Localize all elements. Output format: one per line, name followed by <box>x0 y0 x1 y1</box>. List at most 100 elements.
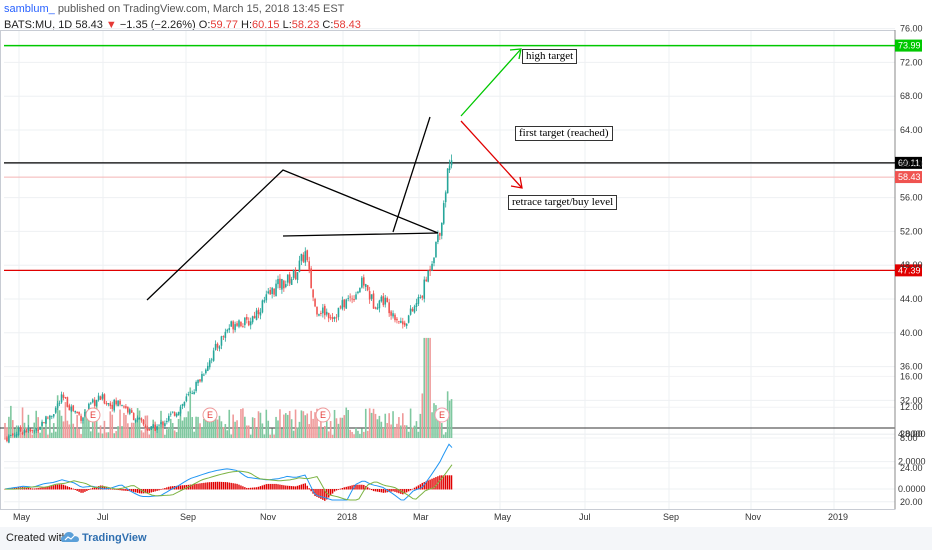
author-link[interactable]: samblum_ <box>4 3 55 15</box>
volume-bar <box>58 410 61 438</box>
annotation-high-target[interactable]: high target <box>522 49 578 64</box>
candle-body <box>195 382 197 391</box>
volume-bar <box>349 429 351 438</box>
macd-histogram-bar <box>220 481 223 490</box>
volume-bar <box>405 425 408 438</box>
earnings-marker-label: E <box>90 410 96 420</box>
macd-histogram-bar <box>170 486 172 490</box>
macd-histogram-bar <box>45 486 47 490</box>
publish-info: published on TradingView.com, March 15, … <box>57 3 345 15</box>
volume-bar <box>8 416 10 438</box>
macd-histogram-bar <box>94 487 96 490</box>
annotation-retrace-target[interactable]: retrace target/buy level <box>508 195 618 210</box>
volume-bar <box>232 414 234 438</box>
volume-bar <box>437 415 439 438</box>
candle-body <box>148 429 151 431</box>
volume-bar <box>370 412 373 438</box>
low-value: 58.23 <box>291 19 320 31</box>
volume-bar <box>197 416 199 438</box>
macd-histogram-bar <box>205 482 207 490</box>
macd-histogram-bar <box>201 483 203 490</box>
macd-histogram-bar <box>257 486 260 490</box>
candle-body <box>205 369 207 374</box>
volume-bar <box>444 432 447 438</box>
candle-body <box>288 274 291 284</box>
macd-histogram-bar <box>133 489 135 492</box>
volume-bar <box>345 407 348 438</box>
macd-histogram-bar <box>253 487 256 490</box>
macd-histogram-bar <box>419 484 422 490</box>
volume-bar <box>70 410 73 438</box>
annotation-first-target[interactable]: first target (reached) <box>515 126 613 141</box>
volume-bar <box>66 420 69 438</box>
candle-body <box>244 317 246 326</box>
candle-body <box>123 406 125 408</box>
volume-bar <box>277 420 279 438</box>
candle-body <box>199 379 201 382</box>
volume-bar <box>325 421 328 438</box>
volume-bar <box>134 420 137 438</box>
volume-bar <box>64 402 67 438</box>
volume-bar <box>310 410 312 438</box>
tradingview-brand[interactable]: TradingView <box>82 532 147 544</box>
candle-body <box>316 306 318 315</box>
macd-histogram-bar <box>238 484 240 490</box>
price-axis: 76.00 72.00 68.00 64.00 60.00 56.00 52.00 48.00… <box>898 24 926 507</box>
price-chart[interactable]: 73.99 60.11 58.43 47.39 E E E E 76.00 72.00 68.0… <box>0 0 932 527</box>
macd-histogram-bar <box>269 483 271 490</box>
volume-bar <box>74 428 76 438</box>
candle-body <box>60 394 63 403</box>
volume-bar <box>29 429 32 438</box>
volume-bar <box>331 434 334 438</box>
candle-body <box>105 403 108 405</box>
macd-histogram-bar <box>415 486 418 490</box>
macd-histogram-bar <box>84 489 86 492</box>
price-tick-label: 44.00 <box>900 294 923 304</box>
time-tick-label: Sep <box>663 512 679 522</box>
candle-body <box>212 350 215 361</box>
candle-body <box>398 321 400 323</box>
volume-bar <box>386 423 388 438</box>
candle-body <box>327 312 330 319</box>
volume-bar <box>218 415 221 438</box>
candle-body <box>138 418 141 419</box>
macd-histogram-bar <box>407 489 410 492</box>
candle-body <box>345 299 348 309</box>
macd-histogram-bar <box>289 485 291 490</box>
macd-histogram-bar <box>300 484 303 490</box>
volume-bar <box>275 416 277 438</box>
macd-histogram-bar <box>448 475 451 490</box>
volume-bar <box>107 432 110 438</box>
candle-body <box>51 415 53 417</box>
volume-bar <box>411 427 414 438</box>
candle-body <box>370 294 373 299</box>
candle-body <box>271 287 273 295</box>
candle-body <box>84 411 86 417</box>
candle-body <box>226 329 229 332</box>
price-tag-label: 60.11 <box>898 158 920 168</box>
candle-body <box>405 323 408 326</box>
candle-body <box>329 317 332 319</box>
volume-bar <box>273 434 275 438</box>
volume-bar <box>290 419 293 438</box>
volume-bar <box>341 417 344 438</box>
candle-body <box>97 395 100 401</box>
macd-histogram-bar <box>166 487 168 490</box>
volume-bar <box>210 414 213 438</box>
macd-histogram-bar <box>244 487 246 490</box>
price-tag-label: 58.43 <box>898 172 921 182</box>
volume-bar <box>205 417 207 438</box>
macd-line <box>4 443 453 501</box>
volume-bar <box>304 415 307 438</box>
macd-histogram-bar <box>222 481 225 490</box>
volume-bar <box>173 430 176 438</box>
candle-body <box>275 283 277 297</box>
candle-body <box>15 434 18 437</box>
volume-bar <box>261 423 264 438</box>
volume-bar <box>121 426 123 438</box>
volume-bar <box>413 425 416 438</box>
price-tag <box>895 264 922 277</box>
volume-bar <box>421 393 424 438</box>
earnings-marker: E <box>434 407 450 423</box>
candle-body <box>318 314 320 316</box>
